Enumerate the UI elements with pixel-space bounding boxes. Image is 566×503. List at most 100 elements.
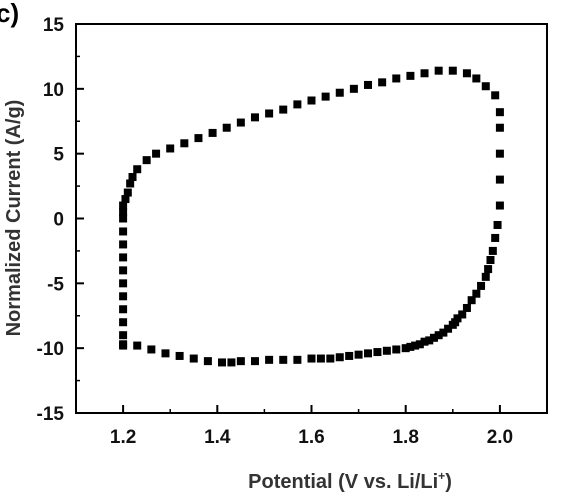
data-point: [458, 310, 467, 319]
data-point: [227, 358, 236, 367]
y-tick-label: 5: [53, 145, 64, 166]
data-point: [354, 350, 363, 359]
data-point: [491, 91, 500, 100]
data-point: [152, 149, 161, 158]
data-point: [488, 246, 497, 255]
data-point: [491, 233, 500, 242]
x-axis-label-superscript: +: [438, 469, 445, 483]
data-point: [265, 355, 274, 364]
data-point: [293, 355, 302, 364]
data-point: [279, 105, 288, 114]
data-point: [128, 173, 137, 182]
data-point: [250, 357, 259, 366]
data-point: [293, 100, 302, 109]
x-axis-ticks: 1.2 1.4 1.6 1.8 2.0: [110, 405, 513, 448]
data-point: [495, 175, 504, 184]
x-tick-label: 1.2: [110, 427, 136, 448]
data-point: [161, 349, 170, 358]
data-point: [133, 165, 142, 174]
data-point: [119, 240, 128, 249]
data-point: [401, 344, 410, 353]
data-point: [265, 109, 274, 118]
data-point: [429, 333, 438, 342]
data-point: [166, 144, 175, 153]
data-point: [119, 305, 128, 314]
data-point: [434, 66, 443, 75]
data-point: [481, 272, 490, 281]
data-point: [415, 340, 424, 349]
data-point: [250, 113, 259, 122]
y-axis-ticks: -15 -10 -5 0 5 10 15: [37, 15, 84, 425]
x-tick-label: 1.8: [392, 427, 418, 448]
data-point: [425, 336, 434, 345]
data-point: [434, 331, 443, 340]
data-point: [119, 340, 128, 349]
data-point: [126, 179, 135, 188]
data-point: [121, 195, 130, 204]
x-axis-label: Potential (V vs. Li/Li+): [248, 469, 452, 493]
data-point: [119, 331, 128, 340]
data-point: [326, 354, 335, 363]
data-point: [495, 108, 504, 117]
data-point: [119, 266, 128, 275]
data-point: [486, 255, 495, 264]
data-point: [180, 139, 189, 148]
data-point: [133, 341, 142, 350]
data-point: [373, 348, 382, 357]
data-point: [477, 281, 486, 290]
data-point: [382, 346, 391, 355]
data-point: [119, 279, 128, 288]
y-tick-label: 15: [43, 15, 65, 36]
data-point: [420, 69, 429, 78]
data-point: [392, 74, 401, 83]
data-point: [349, 84, 358, 93]
x-tick-label: 1.4: [204, 427, 231, 448]
data-point: [378, 78, 387, 87]
data-point: [119, 201, 128, 210]
y-tick-label: 10: [43, 80, 64, 101]
data-point: [335, 353, 344, 362]
data-point: [119, 227, 128, 236]
data-point: [448, 320, 457, 329]
y-tick-label: -10: [37, 339, 64, 360]
x-axis-label-end: ): [445, 471, 452, 493]
y-axis-label: Normalized Current (A/g): [3, 100, 25, 337]
data-point: [345, 351, 354, 360]
data-point: [321, 92, 330, 101]
data-point: [189, 354, 198, 363]
y-tick-label: -5: [47, 274, 64, 295]
data-point: [406, 71, 415, 80]
data-point: [203, 357, 212, 366]
data-point: [316, 354, 325, 363]
data-point: [481, 82, 490, 91]
data-point: [194, 134, 203, 143]
x-axis-label-main: Potential (V vs. Li/Li: [248, 471, 438, 493]
data-point: [119, 208, 128, 217]
data-point: [472, 289, 481, 298]
data-point: [208, 128, 217, 137]
y-tick-label: 0: [53, 210, 64, 231]
data-point: [484, 265, 493, 274]
data-point: [462, 69, 471, 78]
data-point: [236, 118, 245, 127]
data-point: [236, 357, 245, 366]
data-markers: [119, 66, 504, 367]
data-point: [307, 96, 316, 105]
y-tick-label: -15: [37, 404, 65, 425]
data-point: [448, 66, 457, 75]
data-point: [439, 328, 448, 337]
x-tick-label: 1.6: [298, 427, 324, 448]
data-point: [119, 214, 128, 223]
data-point: [462, 303, 471, 312]
data-point: [420, 337, 429, 346]
data-point: [495, 149, 504, 158]
data-point: [142, 156, 151, 165]
data-point: [406, 342, 415, 351]
data-point: [119, 292, 128, 301]
data-point: [222, 123, 231, 132]
data-point: [364, 80, 373, 89]
data-point: [364, 349, 373, 358]
data-point: [444, 324, 453, 333]
data-point: [472, 74, 481, 83]
data-point: [218, 358, 227, 367]
